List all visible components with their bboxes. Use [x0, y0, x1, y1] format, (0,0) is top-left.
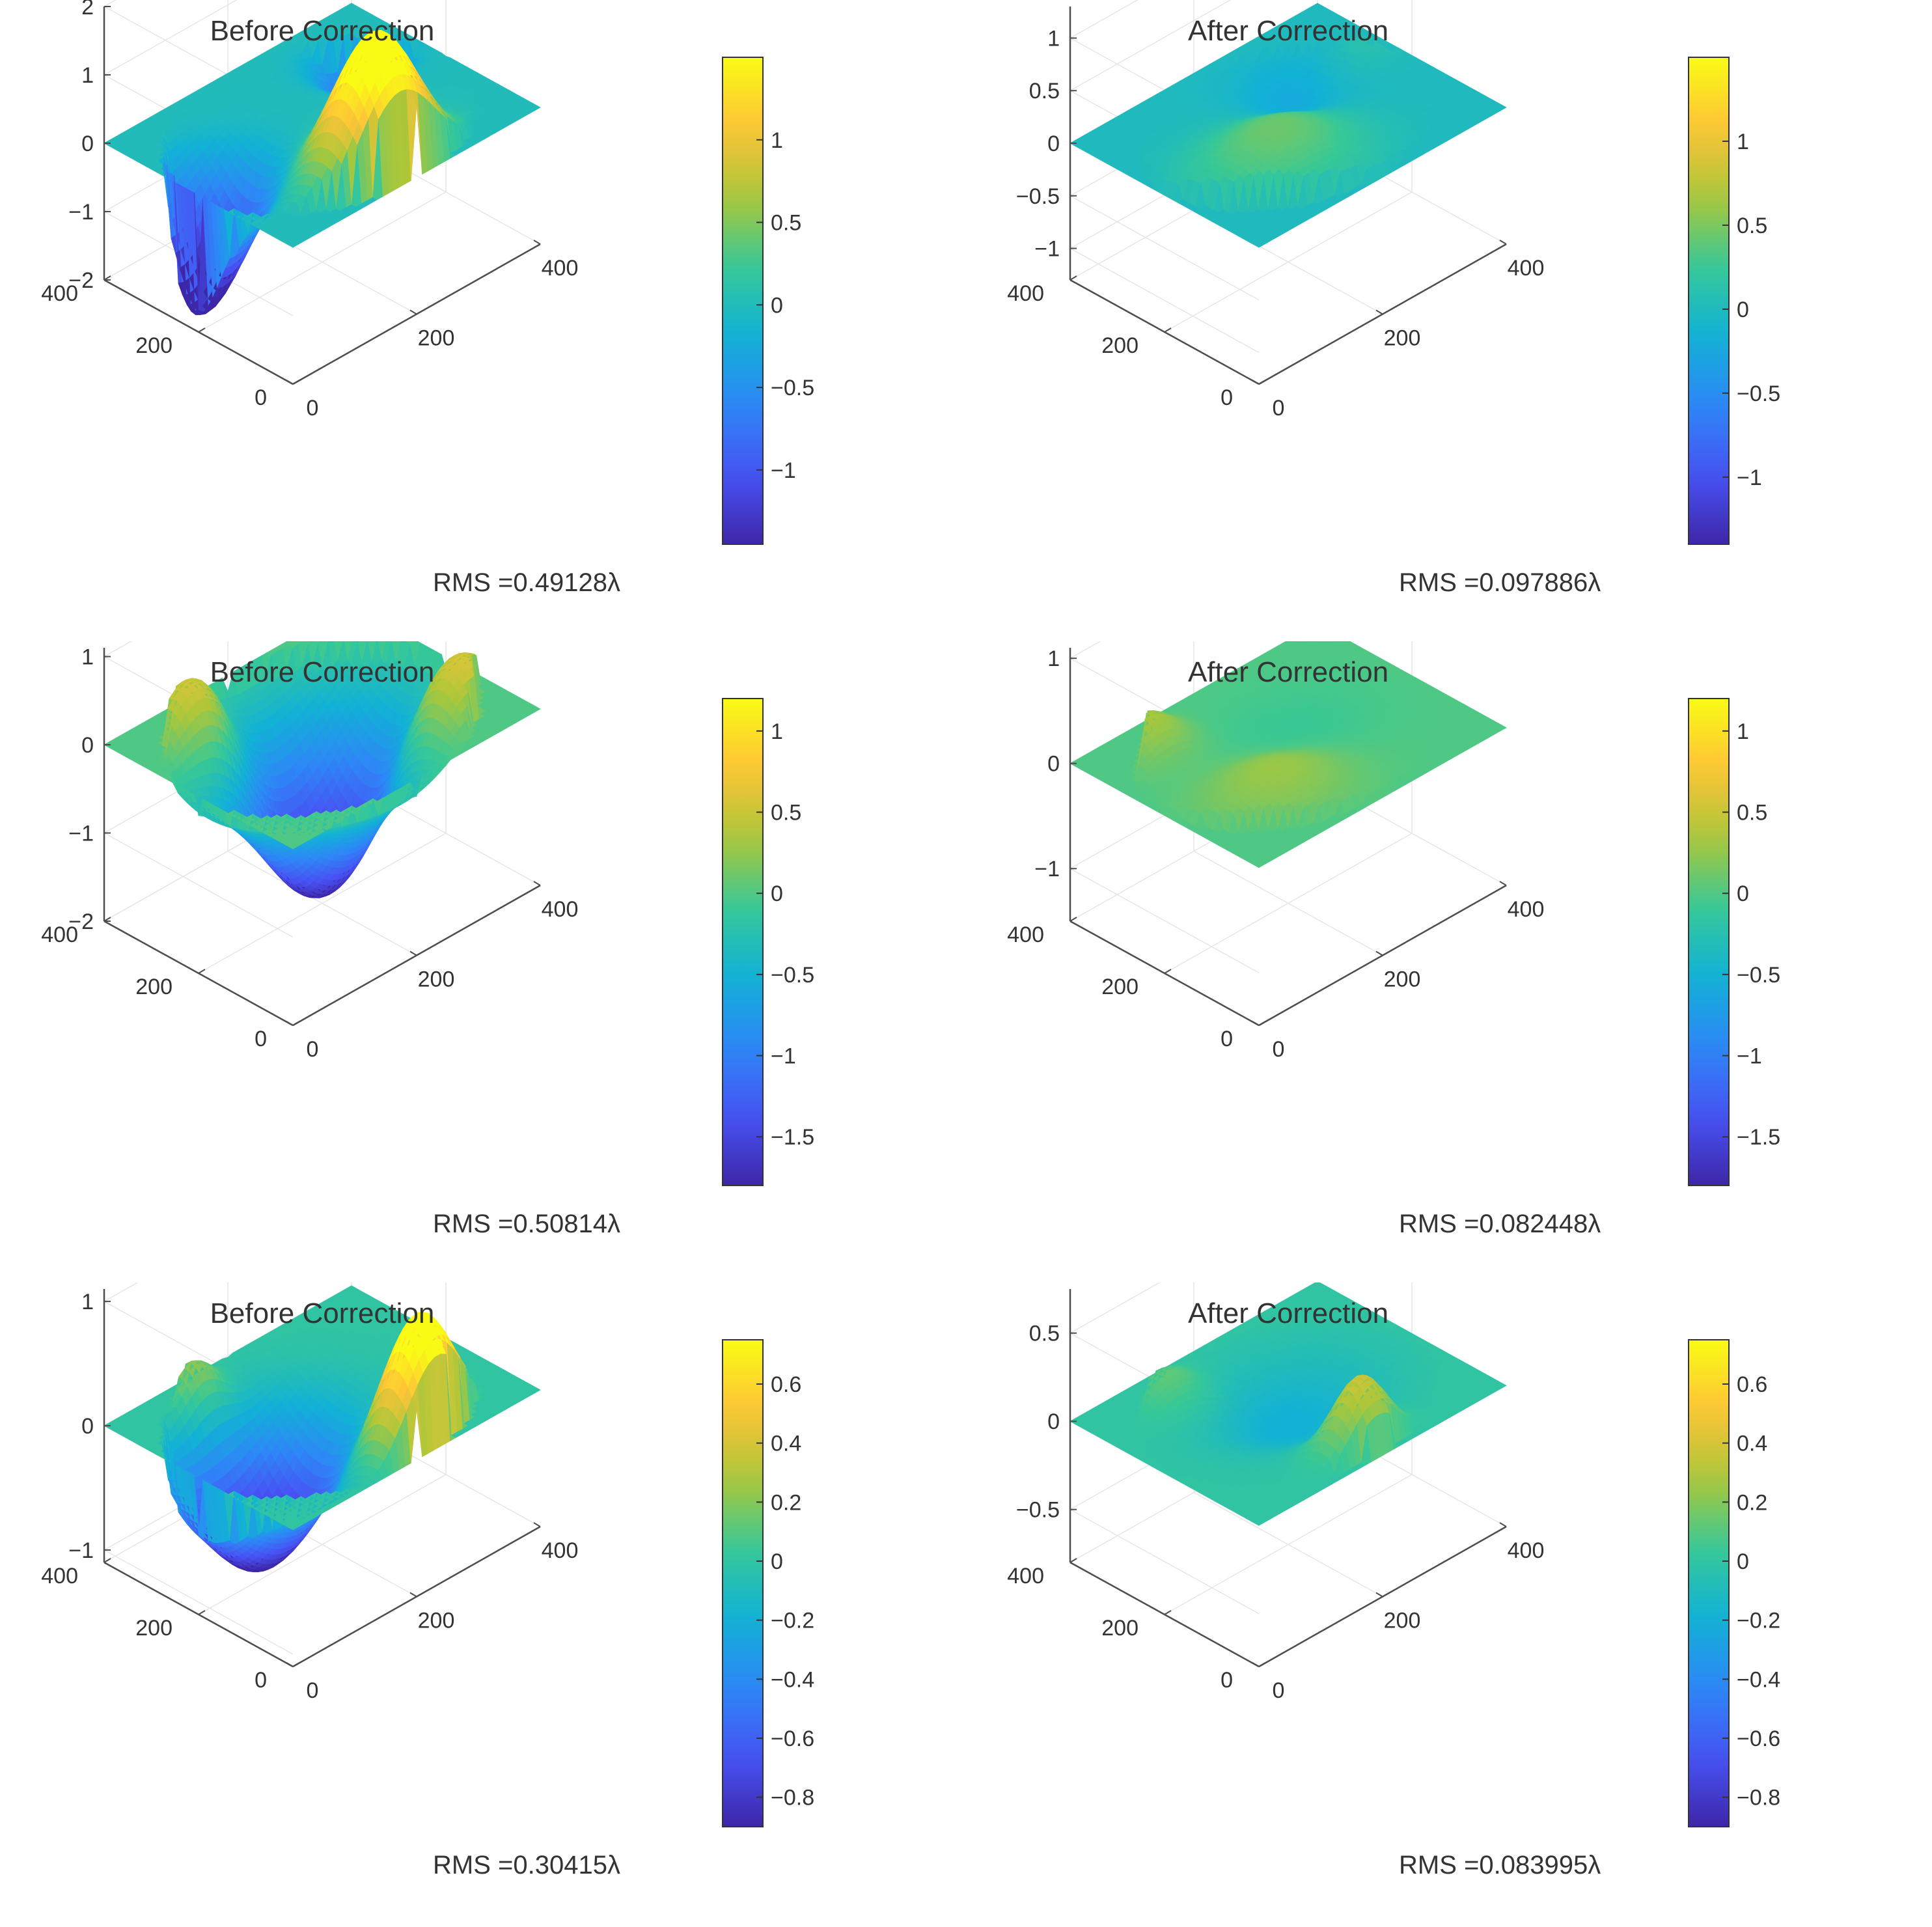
y-tick-label: 200: [1101, 333, 1138, 358]
y-tick-label: 200: [135, 333, 172, 358]
colorbar: [723, 57, 763, 544]
x-tick-label: 400: [1508, 256, 1545, 281]
y-tick-label: 0: [1221, 385, 1233, 410]
z-tick-label: −1: [1034, 237, 1060, 262]
x-tick: [286, 380, 293, 384]
colorbar-tick-label: −0.5: [771, 376, 814, 400]
colorbar: [1689, 57, 1729, 544]
x-tick-label: 200: [418, 326, 455, 351]
colorbar-tick-label: 1: [1737, 130, 1749, 154]
y-tick-label: 400: [1007, 281, 1044, 306]
y-tick: [1259, 380, 1265, 384]
colorbar-tick-label: −1: [771, 458, 796, 483]
rms-annotation: RMS =0.49128λ: [433, 568, 620, 597]
y-tick: [1165, 328, 1171, 332]
colorbar-tick-label: 1: [771, 128, 783, 153]
x-tick: [1376, 311, 1383, 314]
chart-title: After Correction: [1188, 15, 1388, 47]
z-tick-label: 0: [81, 132, 94, 156]
x-tick-label: 200: [1384, 326, 1421, 351]
x-tick: [534, 240, 540, 244]
z-tick-label: 2: [81, 0, 94, 20]
x-tick-label: 400: [542, 256, 579, 281]
x-tick: [1500, 240, 1506, 244]
x-tick-label: 0: [1273, 396, 1285, 421]
z-tick-label: 0.5: [1029, 79, 1060, 104]
y-tick: [293, 380, 299, 384]
colorbar-tick-label: 0.5: [1737, 214, 1767, 238]
y-tick: [1070, 276, 1077, 280]
rms-annotation: RMS =0.097886λ: [1399, 568, 1601, 597]
surface-mesh: [104, 3, 540, 314]
x-tick: [410, 311, 417, 314]
z-tick-label: 0: [1047, 132, 1060, 156]
chart-svg: 0 200 400 0 200 400 1 0.5 0 −0.5 −1 After Correctio…: [966, 0, 1932, 641]
x-tick: [1252, 380, 1259, 384]
z-tick-label: 1: [81, 63, 94, 88]
colorbar-tick-label: 0: [1737, 298, 1749, 322]
colorbar-tick-label: −0.5: [1737, 381, 1780, 406]
chart-title: Before Correction: [210, 15, 435, 47]
colorbar-tick-label: 0: [771, 293, 783, 318]
y-tick: [199, 328, 205, 332]
z-tick-label: −2: [68, 268, 94, 293]
colorbar-tick-label: 0.5: [771, 211, 801, 236]
y-tick-label: 0: [255, 385, 267, 410]
z-tick-label: −0.5: [1016, 184, 1060, 209]
colorbar-tick-label: −1: [1737, 465, 1762, 490]
chart-panel-2: 0 200 400 0 200 400 1 0.5 0 −0.5 −1 After Correctio…: [966, 0, 1932, 641]
z-tick-label: 1: [1047, 26, 1060, 51]
z-tick-label: −1: [68, 200, 94, 225]
x-tick-label: 0: [307, 396, 319, 421]
